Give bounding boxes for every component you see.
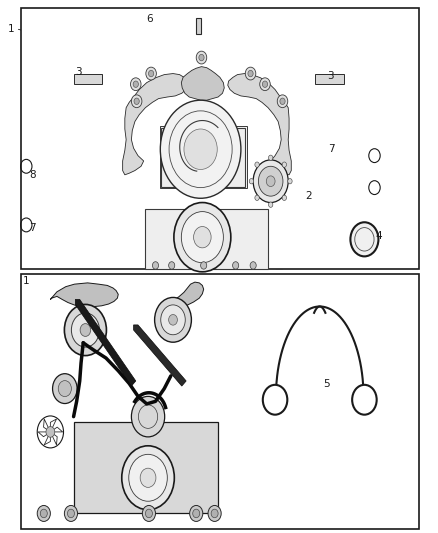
Circle shape [199, 54, 204, 61]
Circle shape [194, 227, 211, 248]
Text: 1: 1 [8, 25, 14, 34]
Circle shape [280, 98, 285, 104]
Circle shape [282, 162, 286, 167]
Bar [74, 422, 218, 513]
Circle shape [190, 505, 203, 521]
Circle shape [80, 324, 91, 336]
Bar [315, 74, 344, 84]
Circle shape [122, 446, 174, 510]
Circle shape [131, 397, 165, 437]
Circle shape [131, 78, 141, 91]
Circle shape [282, 195, 286, 200]
Circle shape [258, 166, 283, 196]
Bar [160, 126, 247, 188]
Circle shape [134, 98, 139, 104]
Bar [21, 274, 419, 529]
Polygon shape [90, 53, 297, 269]
Circle shape [181, 212, 223, 263]
Polygon shape [163, 282, 204, 308]
Circle shape [201, 262, 207, 269]
Circle shape [266, 176, 275, 187]
Circle shape [245, 67, 256, 80]
Bar [161, 128, 245, 187]
Circle shape [248, 70, 253, 77]
Bar [74, 74, 102, 84]
Circle shape [140, 468, 156, 487]
Polygon shape [123, 74, 188, 175]
Polygon shape [181, 67, 224, 100]
Bar [21, 8, 419, 269]
Polygon shape [75, 300, 136, 386]
Circle shape [233, 262, 239, 269]
Circle shape [249, 179, 254, 184]
Circle shape [131, 95, 142, 108]
Text: 6: 6 [147, 14, 153, 23]
Circle shape [58, 381, 71, 397]
Circle shape [277, 95, 288, 108]
Circle shape [145, 509, 152, 518]
Polygon shape [50, 283, 118, 307]
Bar [196, 18, 201, 34]
Circle shape [255, 195, 259, 200]
Circle shape [169, 262, 175, 269]
Text: 4: 4 [376, 231, 382, 240]
Circle shape [260, 78, 270, 91]
Text: 1: 1 [23, 276, 30, 286]
Circle shape [255, 162, 259, 167]
Circle shape [46, 426, 55, 437]
Circle shape [64, 505, 78, 521]
Circle shape [161, 305, 185, 335]
Text: 3: 3 [328, 71, 334, 80]
Circle shape [155, 297, 191, 342]
Circle shape [53, 374, 77, 403]
Circle shape [262, 81, 268, 87]
Polygon shape [228, 74, 291, 175]
Polygon shape [134, 325, 186, 386]
Circle shape [263, 385, 287, 415]
Circle shape [250, 262, 256, 269]
Circle shape [184, 129, 217, 169]
Circle shape [146, 67, 156, 80]
Circle shape [208, 505, 221, 521]
Circle shape [67, 509, 74, 518]
Circle shape [37, 505, 50, 521]
Text: 2: 2 [305, 191, 311, 201]
Circle shape [268, 155, 273, 160]
Text: 7: 7 [328, 144, 335, 154]
Polygon shape [32, 278, 223, 516]
Text: 3: 3 [75, 67, 82, 77]
Circle shape [352, 385, 377, 415]
Circle shape [152, 262, 159, 269]
Circle shape [129, 454, 167, 501]
Bar [145, 209, 268, 269]
Circle shape [169, 314, 177, 325]
Text: 8: 8 [29, 170, 35, 180]
Circle shape [193, 509, 200, 518]
Circle shape [40, 509, 47, 518]
Text: 7: 7 [29, 223, 35, 232]
Circle shape [288, 179, 292, 184]
Circle shape [142, 505, 155, 521]
Circle shape [350, 222, 378, 256]
Circle shape [160, 100, 241, 198]
Circle shape [64, 304, 106, 356]
Circle shape [211, 509, 218, 518]
Circle shape [148, 70, 154, 77]
Circle shape [268, 202, 273, 207]
Circle shape [196, 51, 207, 64]
Circle shape [71, 313, 99, 347]
Circle shape [174, 203, 231, 272]
Text: 5: 5 [323, 379, 330, 389]
Circle shape [253, 160, 288, 203]
Circle shape [133, 81, 138, 87]
